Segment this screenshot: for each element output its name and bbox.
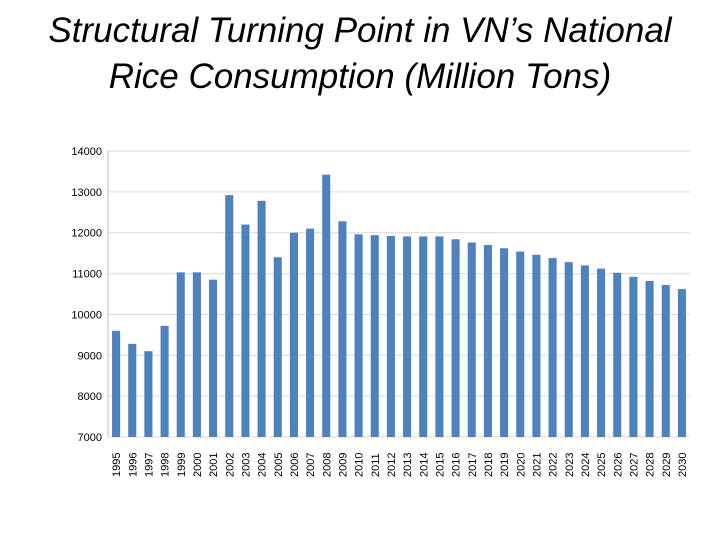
slide-title-line2: Rice Consumption (Million Tons) [108, 57, 612, 96]
y-tick-label: 12000 [71, 228, 102, 240]
x-tick-label: 1997 [143, 453, 155, 477]
x-tick-label: 2009 [337, 453, 349, 477]
x-tick-label: 2003 [240, 453, 252, 477]
x-tick-label: 2022 [548, 453, 560, 477]
x-axis-ticks: 1995 1996 1997 1998 1999 2000 2001 2002 2003 2004… [111, 453, 689, 477]
bars [112, 174, 686, 437]
bar-2021 [532, 254, 541, 437]
x-tick-label: 2024 [580, 453, 592, 477]
bar-2019 [500, 248, 509, 437]
bar-2029 [661, 285, 670, 437]
bar-2028 [645, 280, 654, 437]
bar-2022 [548, 258, 557, 437]
bar-2017 [467, 242, 476, 437]
x-tick-label: 1998 [160, 453, 172, 477]
x-tick-label: 2004 [257, 453, 269, 477]
bar-1997 [144, 351, 153, 437]
bar-2024 [580, 265, 589, 437]
x-tick-label: 2026 [612, 453, 624, 477]
x-tick-label: 2012 [386, 453, 398, 477]
x-tick-label: 1999 [176, 453, 188, 477]
bar-1999 [176, 272, 185, 437]
x-tick-label: 2015 [434, 453, 446, 477]
x-tick-label: 1996 [127, 453, 139, 477]
bar-2018 [483, 244, 492, 437]
x-tick-label: 2014 [418, 453, 430, 477]
x-tick-label: 2023 [564, 453, 576, 477]
bar-2020 [516, 251, 525, 437]
y-axis-ticks: 7000 8000 9000 10000 11000 12000 13000 14000 [71, 146, 102, 444]
x-tick-label: 2005 [273, 453, 285, 477]
x-tick-label: 2007 [305, 453, 317, 477]
bar-chart: 7000 8000 9000 10000 11000 12000 13000 14000 19… [71, 146, 690, 477]
x-tick-label: 2016 [451, 453, 463, 477]
bar-2027 [629, 276, 638, 437]
y-tick-label: 8000 [78, 391, 102, 403]
y-tick-label: 11000 [72, 269, 102, 281]
x-tick-label: 2027 [628, 453, 640, 477]
y-tick-label: 7000 [78, 432, 102, 444]
bar-1996 [128, 343, 137, 437]
slide-title-line1: Structural Turning Point in VN’s Nationa… [48, 11, 672, 50]
y-tick-label: 13000 [71, 187, 102, 199]
x-tick-label: 2019 [499, 453, 511, 477]
x-tick-label: 2006 [289, 453, 301, 477]
x-tick-label: 2000 [192, 453, 204, 477]
bar-2025 [597, 268, 606, 437]
bar-2011 [370, 235, 379, 437]
y-tick-label: 9000 [78, 350, 102, 362]
y-tick-label: 14000 [71, 146, 102, 158]
x-tick-label: 2017 [467, 453, 479, 477]
x-tick-label: 2020 [515, 453, 527, 477]
x-tick-label: 2021 [531, 453, 543, 477]
bar-1998 [160, 325, 169, 437]
y-tick-label: 10000 [71, 309, 102, 321]
x-tick-label: 2008 [321, 453, 333, 477]
bar-2012 [386, 235, 395, 437]
bar-1995 [112, 330, 121, 437]
bar-2014 [419, 236, 428, 437]
x-tick-label: 1995 [111, 453, 123, 477]
bar-2001 [209, 279, 218, 437]
bar-2013 [403, 236, 412, 437]
bar-2002 [225, 195, 234, 437]
bar-2007 [306, 228, 315, 437]
x-tick-label: 2029 [661, 453, 673, 477]
bar-2023 [564, 262, 573, 437]
x-tick-label: 2018 [483, 453, 495, 477]
bar-2005 [273, 257, 282, 437]
bar-2009 [338, 221, 347, 437]
gridlines [107, 150, 690, 438]
x-tick-label: 2010 [354, 453, 366, 477]
bar-2006 [289, 232, 298, 437]
chart-area: 7000 8000 9000 10000 11000 12000 13000 14000 19… [0, 130, 720, 540]
bar-2026 [613, 272, 622, 437]
bar-2000 [192, 272, 201, 437]
x-tick-label: 2011 [370, 453, 382, 477]
x-tick-label: 2013 [402, 453, 414, 477]
bar-2004 [257, 200, 266, 437]
x-tick-label: 2028 [645, 453, 657, 477]
x-tick-label: 2025 [596, 453, 608, 477]
bar-2010 [354, 234, 363, 437]
bar-2030 [677, 289, 686, 437]
bar-2003 [241, 224, 250, 437]
x-tick-label: 2001 [208, 453, 220, 477]
slide-title: Structural Turning Point in VN’s Nationa… [0, 8, 720, 100]
bar-2016 [451, 239, 460, 437]
x-tick-label: 2030 [677, 453, 689, 477]
bar-2015 [435, 236, 444, 437]
x-tick-label: 2002 [224, 453, 236, 477]
bar-2008 [322, 174, 331, 437]
